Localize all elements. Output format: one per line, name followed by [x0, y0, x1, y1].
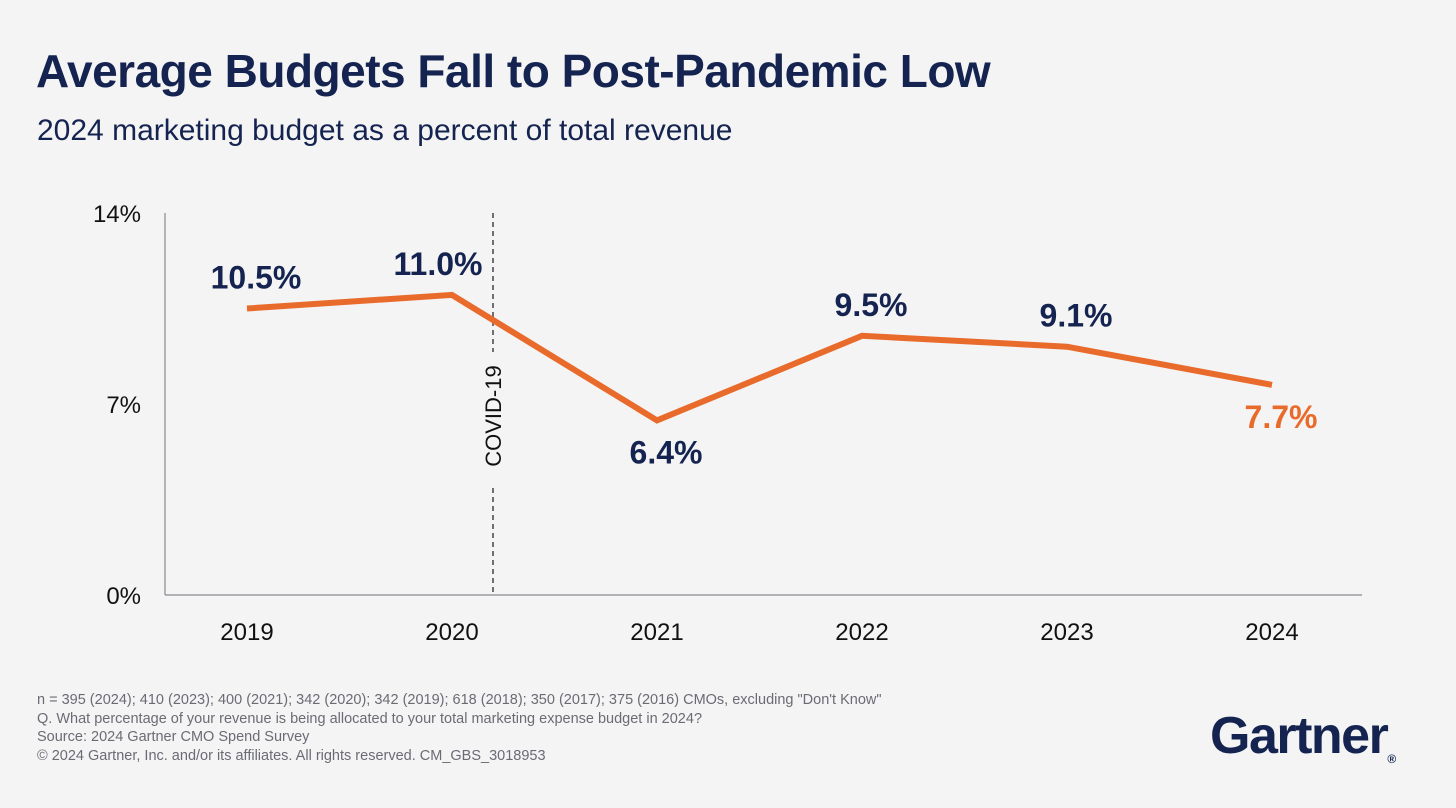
data-label: 10.5%	[211, 260, 302, 296]
data-label: 6.4%	[630, 434, 703, 470]
footnotes: n = 395 (2024); 410 (2023); 400 (2021); …	[37, 691, 882, 765]
data-label: 9.5%	[835, 287, 908, 323]
x-tick-label: 2021	[630, 619, 683, 646]
x-tick-label: 2019	[220, 619, 273, 646]
gartner-logo: Gartner®	[1210, 706, 1396, 766]
series-line	[246, 291, 1273, 424]
data-label: 7.7%	[1245, 399, 1318, 435]
x-tick-label: 2020	[425, 619, 478, 646]
footnote-copyright: © 2024 Gartner, Inc. and/or its affiliat…	[37, 747, 546, 764]
data-label: 11.0%	[394, 246, 483, 282]
registered-mark: ®	[1387, 752, 1397, 766]
x-tick-label: 2022	[835, 619, 888, 646]
footnote-source: Source: 2024 Gartner CMO Spend Survey	[37, 729, 310, 745]
gartner-logo-text: Gartner	[1210, 707, 1389, 765]
y-tick-label: 0%	[106, 583, 141, 610]
y-tick-label: 7%	[106, 392, 141, 419]
y-tick-label: 14%	[93, 201, 141, 228]
data-label: 9.1%	[1040, 298, 1113, 334]
x-tick-label: 2023	[1040, 619, 1093, 646]
x-tick-label: 2024	[1245, 619, 1298, 646]
footnote-sample-size: n = 395 (2024); 410 (2023); 400 (2021); …	[37, 692, 882, 708]
footnote-question: Q. What percentage of your revenue is be…	[37, 710, 703, 727]
chart-subtitle: 2024 marketing budget as a percent of to…	[37, 114, 733, 147]
covid-annotation-label: COVID-19	[481, 365, 506, 466]
chart-title: Average Budgets Fall to Post-Pandemic Lo…	[36, 45, 991, 97]
